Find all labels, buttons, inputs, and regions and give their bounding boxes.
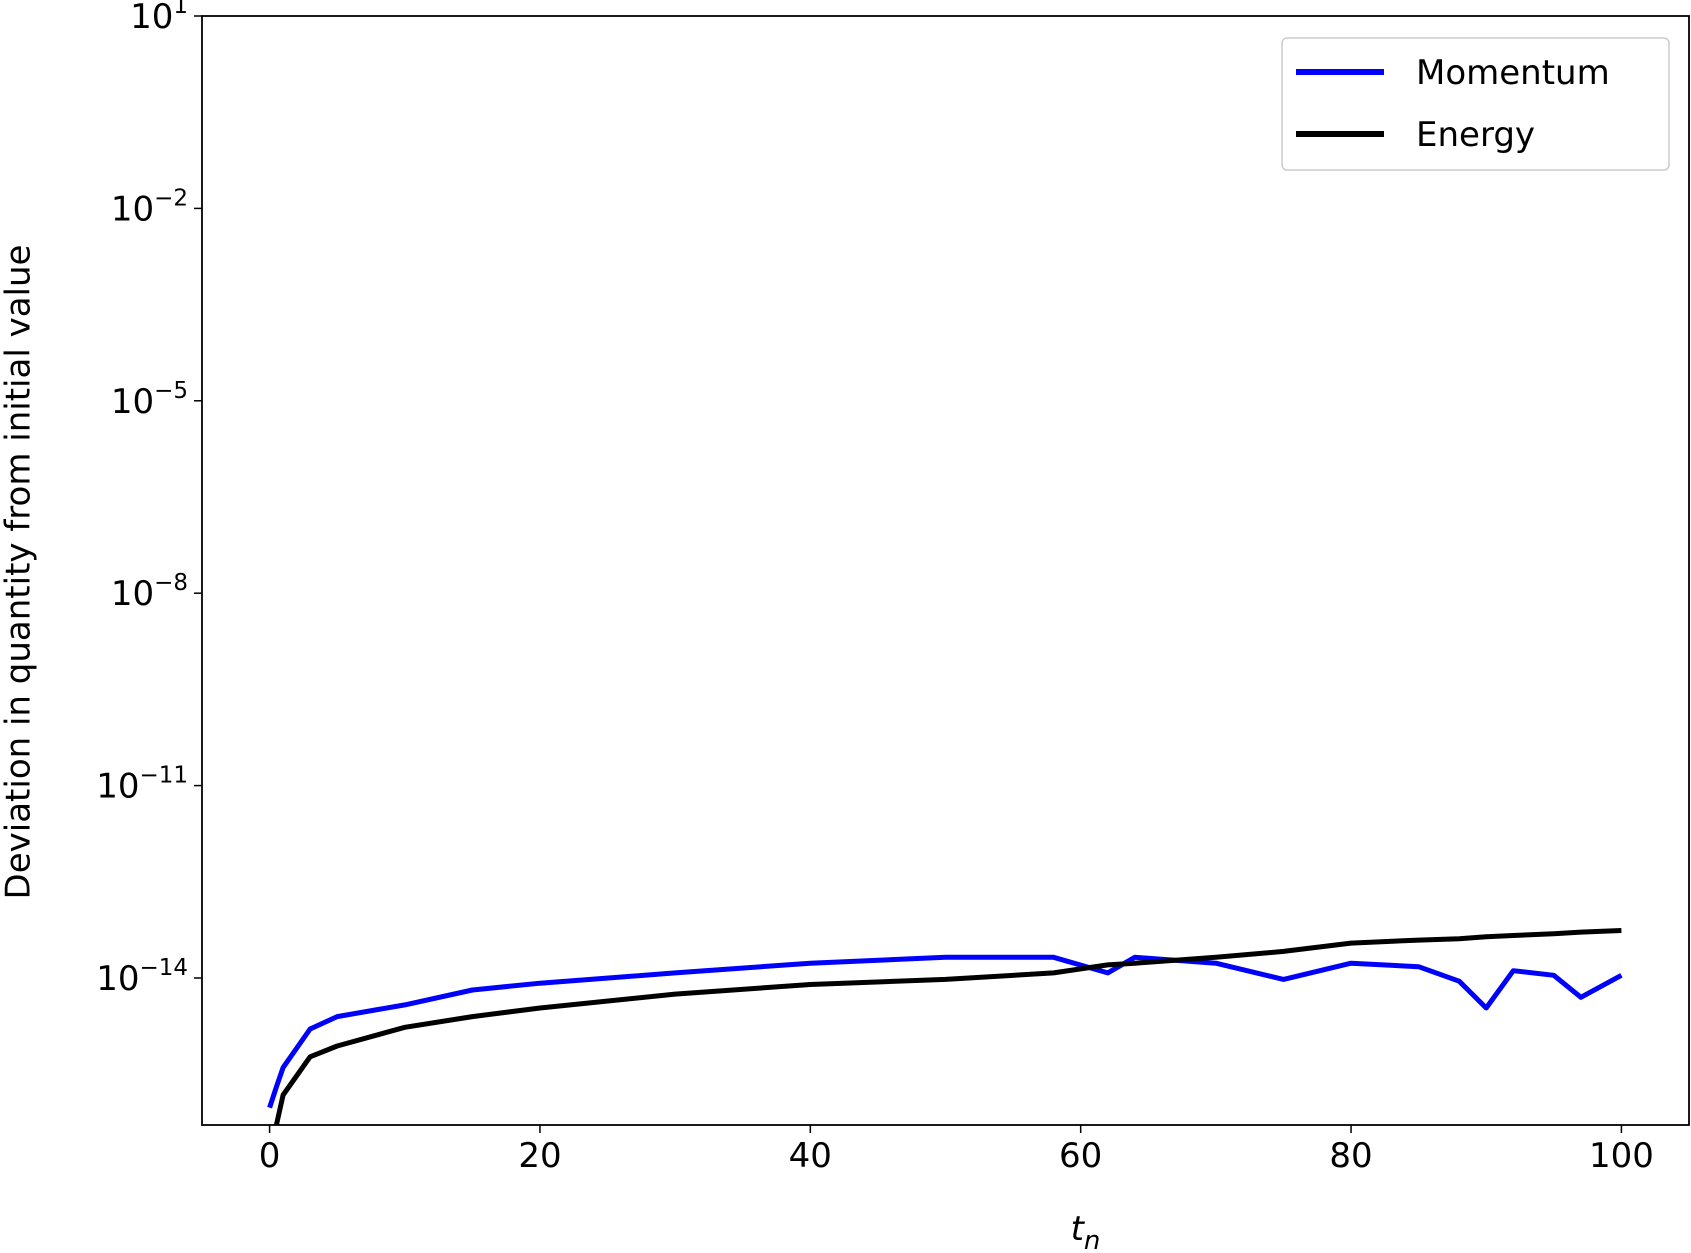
y-tick-label: 10−8 bbox=[111, 570, 188, 614]
y-axis-label: Deviation in quantity from initial value bbox=[0, 245, 39, 900]
data-line bbox=[273, 928, 1622, 1125]
data-line bbox=[267, 954, 1623, 1109]
x-tick-label: 60 bbox=[1059, 1136, 1102, 1176]
x-tick-label: 100 bbox=[1589, 1136, 1654, 1176]
y-tick-label: 10−5 bbox=[111, 378, 188, 422]
plot-area bbox=[267, 928, 1623, 1125]
plot-frame bbox=[201, 15, 1690, 1126]
x-tick-label: 20 bbox=[518, 1136, 561, 1176]
x-tick-label: 0 bbox=[259, 1136, 281, 1176]
x-axis-label: tn bbox=[1071, 1209, 1101, 1253]
y-tick-label: 101 bbox=[130, 0, 188, 37]
y-tick-label: 10−2 bbox=[111, 185, 188, 229]
y-tick-label: 10−14 bbox=[96, 955, 188, 999]
x-tick-label: 80 bbox=[1329, 1136, 1372, 1176]
legend-label: Momentum bbox=[1416, 53, 1610, 93]
x-tick-label: 40 bbox=[789, 1136, 832, 1176]
y-tick-label: 10−11 bbox=[96, 763, 188, 807]
legend-label: Energy bbox=[1416, 115, 1535, 155]
